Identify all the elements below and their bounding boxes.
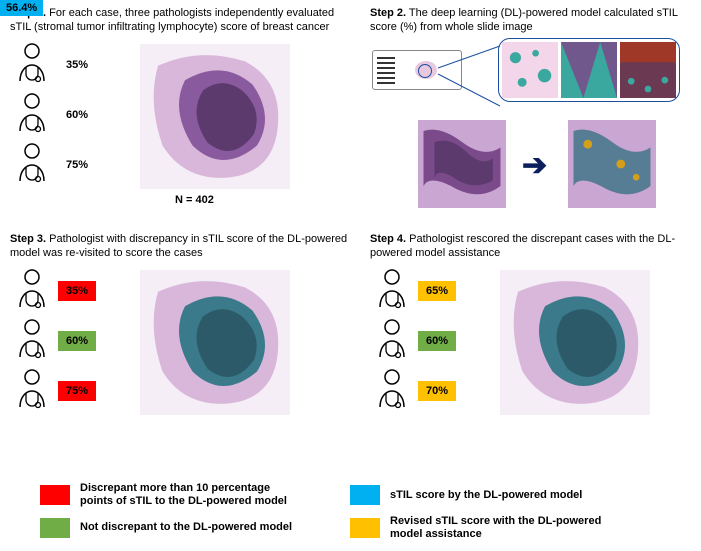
pathologist-icon xyxy=(10,317,54,365)
pathologist-icon xyxy=(10,141,54,189)
legend-swatch xyxy=(350,518,380,538)
score-badge: 35% xyxy=(58,55,96,75)
pathologist-icon xyxy=(370,317,414,365)
patch-row xyxy=(498,38,680,102)
legend-text: sTIL score by the DL-powered model xyxy=(390,489,582,502)
tissue-image-step4 xyxy=(500,270,650,415)
step1-title: Step 1. For each case, three pathologist… xyxy=(10,6,350,35)
dl-score-step4: 56.4% xyxy=(0,0,43,16)
barcode-icon xyxy=(377,57,395,85)
score-badge: 35% xyxy=(58,281,96,301)
score-badge: 65% xyxy=(418,281,456,301)
legend-item: Revised sTIL score with the DL-powered m… xyxy=(350,515,610,541)
pathologist-icon xyxy=(370,367,414,415)
legend-text: Discrepant more than 10 percentage point… xyxy=(80,482,300,508)
pathologist-icon xyxy=(10,41,54,89)
legend-swatch xyxy=(40,485,70,505)
score-badge: 75% xyxy=(58,155,96,175)
score-badge: 60% xyxy=(58,331,96,351)
legend-text: Not discrepant to the DL-powered model xyxy=(80,521,292,534)
score-badge: 60% xyxy=(58,105,96,125)
step-2: Step 2. The deep learning (DL)-powered m… xyxy=(370,6,695,41)
score-badge: 70% xyxy=(418,381,456,401)
step2-title: Step 2. The deep learning (DL)-powered m… xyxy=(370,6,695,35)
tissue-image-step1 xyxy=(140,44,290,189)
legend-text: Revised sTIL score with the DL-powered m… xyxy=(390,515,610,541)
score-badge: 75% xyxy=(58,381,96,401)
step4-title: Step 4. Pathologist rescored the discrep… xyxy=(370,232,695,261)
pathologist-icon xyxy=(370,267,414,315)
legend-item: Discrepant more than 10 percentage point… xyxy=(40,482,300,508)
patch-2 xyxy=(561,42,617,98)
arrow-icon: ➔ xyxy=(522,148,547,183)
legend-item: sTIL score by the DL-powered model xyxy=(350,482,610,508)
legend-item: Not discrepant to the DL-powered model xyxy=(40,515,300,541)
step3-title: Step 3. Pathologist with discrepancy in … xyxy=(10,232,350,261)
big-patch-overlay xyxy=(568,120,656,208)
big-patch-he xyxy=(418,120,506,208)
pathologist-icon xyxy=(10,367,54,415)
patch-3 xyxy=(620,42,676,98)
pathologist-icon xyxy=(10,91,54,139)
patch-1 xyxy=(502,42,558,98)
score-badge: 60% xyxy=(418,331,456,351)
tissue-image-step3 xyxy=(140,270,290,415)
legend: Discrepant more than 10 percentage point… xyxy=(40,482,610,541)
n-label: N = 402 xyxy=(175,194,214,206)
pathologist-icon xyxy=(10,267,54,315)
legend-swatch xyxy=(350,485,380,505)
legend-swatch xyxy=(40,518,70,538)
